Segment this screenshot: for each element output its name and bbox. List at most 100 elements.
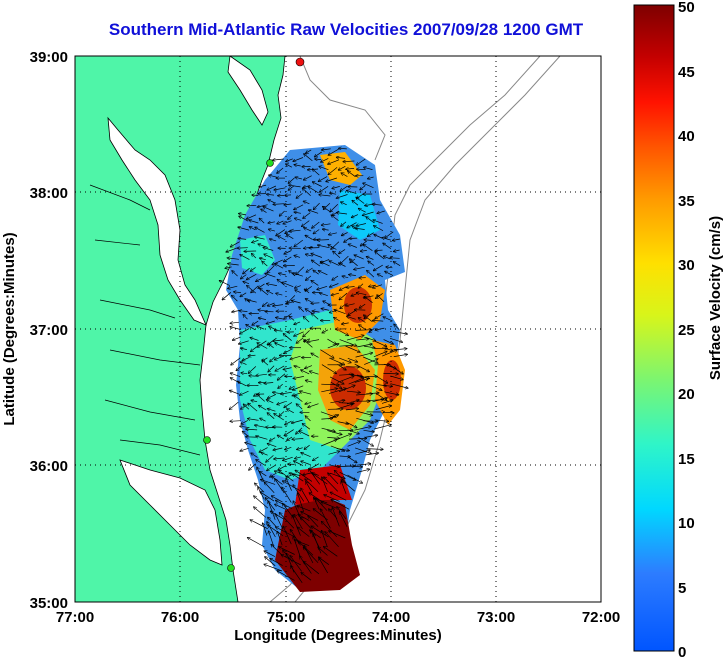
velocity-arrow xyxy=(294,395,303,402)
velocity-arrow xyxy=(347,222,357,228)
velocity-arrow xyxy=(354,427,371,431)
velocity-arrow xyxy=(365,383,382,390)
velocity-arrow xyxy=(256,460,266,466)
velocity-arrow xyxy=(327,437,339,438)
velocity-arrow xyxy=(341,480,356,492)
velocity-arrow xyxy=(322,531,328,548)
velocity-arrow xyxy=(322,149,331,150)
velocity-arrow xyxy=(289,185,295,191)
x-axis-label: Longitude (Degrees:Minutes) xyxy=(234,627,442,644)
velocity-arrow xyxy=(347,456,357,463)
velocity-arrow xyxy=(383,339,394,345)
velocity-arrow xyxy=(238,227,250,231)
velocity-arrow xyxy=(319,166,329,171)
velocity-arrow xyxy=(304,340,313,348)
velocity-arrow xyxy=(241,420,248,424)
velocity-arrow xyxy=(222,292,232,299)
velocity-arrow xyxy=(322,329,329,333)
velocity-arrow xyxy=(304,154,313,162)
velocity-arrow xyxy=(264,383,274,384)
velocity-arrow xyxy=(301,453,311,458)
velocity-arrow xyxy=(364,297,373,303)
velocity-arrow xyxy=(312,221,320,228)
velocity-arrow xyxy=(373,220,383,224)
velocity-arrow xyxy=(346,168,355,169)
velocity-arrow xyxy=(296,193,303,198)
velocity-arrow xyxy=(321,389,337,393)
velocity-arrow xyxy=(251,346,258,352)
velocity-arrow xyxy=(304,228,312,232)
velocity-arrow xyxy=(320,349,333,358)
velocity-arrow xyxy=(275,504,287,510)
velocity-arrow xyxy=(356,197,365,204)
velocity-arrow xyxy=(331,293,339,295)
grid-lines xyxy=(75,56,601,602)
velocity-arrow xyxy=(355,228,365,229)
velocity-arrow xyxy=(261,453,268,456)
velocity-arrow xyxy=(301,518,312,529)
velocity-arrow xyxy=(284,250,292,255)
velocity-arrow xyxy=(225,267,232,268)
colorbar-tick-label: 10 xyxy=(678,515,695,532)
y-tick-label: 39:00 xyxy=(30,49,68,66)
velocity-arrow xyxy=(338,385,355,393)
velocity-arrow xyxy=(295,290,301,294)
velocity-arrow xyxy=(321,384,339,385)
velocity-arrow xyxy=(347,191,357,194)
velocity-arrow xyxy=(324,495,340,502)
velocity-arrow xyxy=(374,340,387,347)
velocity-arrow xyxy=(375,313,384,319)
velocity-arrow xyxy=(342,276,349,278)
velocity-arrow xyxy=(270,239,277,241)
velocity-arrow xyxy=(240,255,250,260)
velocity-arrow xyxy=(342,232,348,236)
velocity-arrow xyxy=(257,204,268,207)
velocity-arrow xyxy=(385,271,394,276)
velocity-arrow xyxy=(363,211,374,215)
velocity-arrow xyxy=(318,271,328,276)
velocity-arrow xyxy=(301,461,310,465)
colorbar-tick-label: 25 xyxy=(678,322,695,339)
velocity-arrow xyxy=(383,373,398,374)
velocity-arrow xyxy=(280,210,285,216)
velocity-arrow xyxy=(313,270,319,275)
velocity-arrow xyxy=(329,233,337,235)
velocity-arrow xyxy=(259,318,267,320)
velocity-arrow xyxy=(322,224,331,225)
velocity-arrow xyxy=(366,449,383,450)
velocity-arrow xyxy=(357,436,373,446)
velocity-arrow xyxy=(268,517,277,528)
velocity-arrow xyxy=(251,400,258,401)
velocity-arrow xyxy=(243,282,250,284)
velocity-arrow xyxy=(363,245,373,251)
velocity-arrow xyxy=(266,455,274,462)
velocity-arrow xyxy=(384,391,398,395)
velocity-arrow xyxy=(251,267,256,271)
velocity-arrow xyxy=(292,419,303,423)
velocity-arrow xyxy=(332,275,339,280)
velocity-arrow xyxy=(255,237,265,240)
velocity-arrow xyxy=(300,391,312,395)
velocity-arrow xyxy=(230,421,241,422)
velocity-arrow xyxy=(250,338,259,341)
velocity-arrow xyxy=(354,363,370,372)
velocity-arrow xyxy=(294,366,301,368)
velocity-arrow xyxy=(313,169,320,176)
velocity-arrow xyxy=(306,275,312,280)
velocity-arrow xyxy=(294,239,304,246)
velocity-arrow xyxy=(267,194,275,195)
velocity-arrow xyxy=(354,255,364,260)
velocity-arrow xyxy=(299,431,310,437)
velocity-arrow xyxy=(366,393,379,394)
velocity-arrow xyxy=(275,365,285,371)
velocity-arrow xyxy=(361,251,367,252)
velocity-arrow xyxy=(279,273,286,275)
velocity-arrow xyxy=(305,416,311,422)
velocity-arrow xyxy=(284,204,292,205)
velocity-arrow xyxy=(267,400,274,404)
velocity-arrow xyxy=(332,508,340,527)
velocity-arrow xyxy=(339,292,348,299)
velocity-arrow xyxy=(331,500,350,510)
velocity-arrow xyxy=(287,235,294,240)
